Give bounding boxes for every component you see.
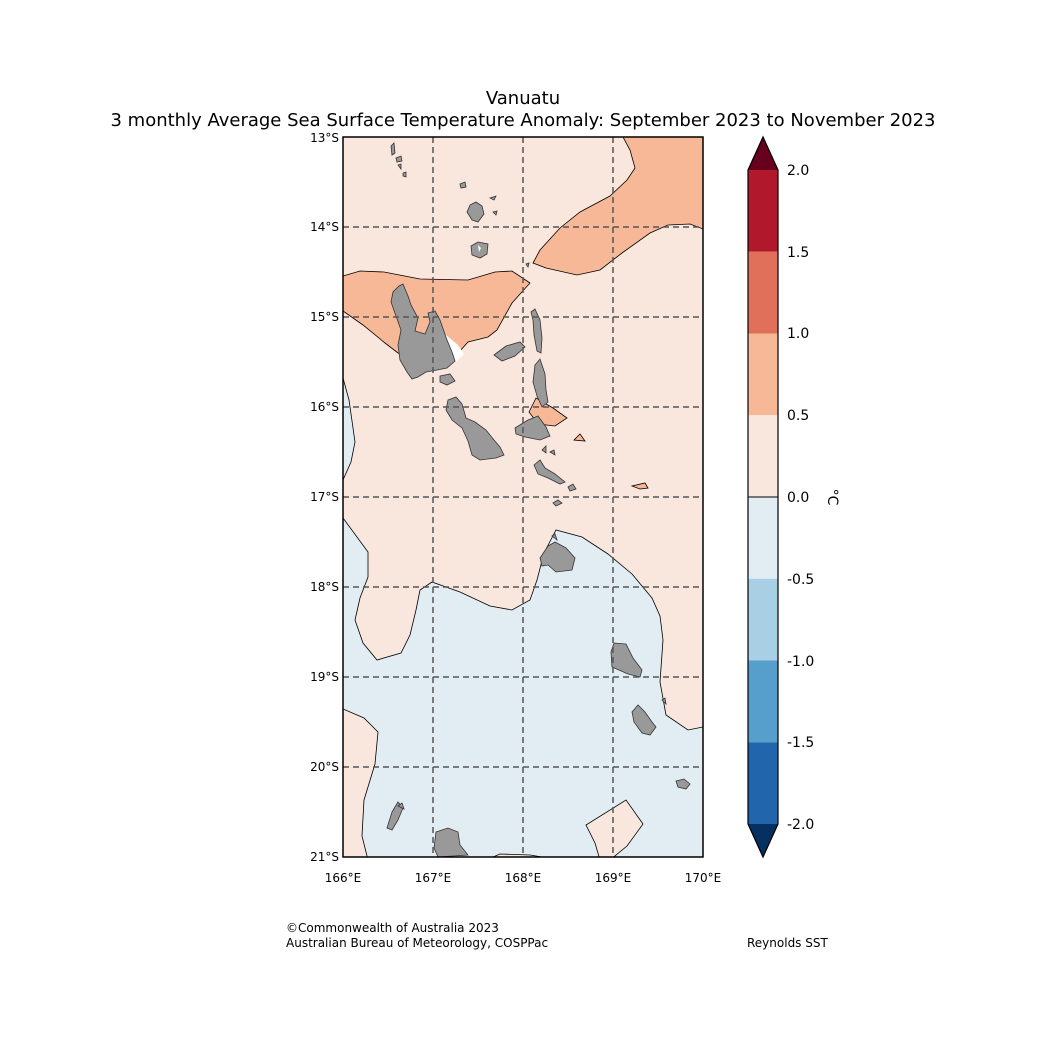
anomaly-region-neg0.5-to-0-west [343, 377, 356, 481]
y-tick-label: 18°S [310, 580, 339, 594]
y-tick-label: 16°S [310, 400, 339, 414]
y-tick-label: 17°S [310, 490, 339, 504]
gridlines [343, 137, 703, 857]
island-malakula [445, 396, 505, 461]
colorbar [747, 135, 779, 859]
island-tanna [631, 704, 657, 736]
x-tick-label: 168°E [505, 871, 542, 885]
colorbar-tick-label: 2.0 [787, 163, 809, 179]
data-source: Reynolds SST [747, 936, 828, 950]
island-espiritu-santo [390, 283, 456, 380]
colorbar-extend-min [748, 824, 778, 857]
colorbar-tick-label: -1.0 [787, 654, 814, 670]
x-tick-label: 169°E [595, 871, 632, 885]
island-pentecost [532, 358, 549, 408]
island-lopevi [549, 449, 556, 456]
island-epi [533, 459, 566, 485]
island-gaua [466, 201, 485, 223]
island-malo [439, 373, 456, 386]
island-south-small [386, 801, 404, 831]
land-islands [386, 142, 691, 857]
map-subtitle: 3 monthly Average Sea Surface Temperatur… [110, 110, 936, 131]
island-aoba [493, 341, 526, 362]
colorbar-segment [748, 578, 778, 661]
colorbar-tick-label: -2.0 [787, 817, 814, 833]
colorbar-unit-label: °C [824, 489, 840, 506]
colorbar-tick-labels: 2.0 1.5 1.0 0.5 0.0 -0.5 -1.0 -1.5 -2.0 [787, 163, 814, 833]
colorbar-segment [748, 497, 778, 579]
anomaly-region-0.5-to-1.0-northeast [532, 137, 703, 276]
colorbar-segment [748, 660, 778, 743]
colorbar-tick-label: -0.5 [787, 572, 814, 588]
island-torres-1 [390, 142, 396, 156]
colorbar-outline [747, 135, 779, 859]
lake-vanua-lava [478, 245, 481, 252]
island-efate [539, 541, 576, 573]
colorbar-tick-label: 1.0 [787, 326, 809, 342]
island-south-2 [397, 802, 405, 810]
colorbar-tick-label: -1.5 [787, 735, 814, 751]
x-tick-labels: 166°E 167°E 168°E 169°E 170°E [325, 871, 722, 885]
island-torres-4 [402, 171, 407, 178]
colorbar-segment [748, 251, 778, 334]
colorbar-tick-label: 0.5 [787, 408, 809, 424]
island-aneityum [675, 778, 691, 790]
island-aniwa [661, 697, 667, 706]
colorbar-tick-label: 1.5 [787, 245, 809, 261]
island-torres-2 [395, 155, 403, 163]
y-tick-label: 21°S [310, 850, 339, 864]
island-merig [492, 210, 498, 216]
anomaly-region-0.5-to-1.0-islet-a [573, 433, 586, 442]
island-ambrym [514, 415, 551, 441]
island-mota-lava [459, 181, 467, 189]
island-tongoa [567, 483, 577, 492]
copyright-credit: ©Commonwealth of Australia 2023 Australi… [286, 921, 548, 951]
agency-line: Australian Bureau of Meteorology, COSPPa… [286, 936, 549, 950]
island-small-north [525, 262, 530, 268]
island-emae [552, 499, 563, 507]
anomaly-region-0.5-to-1.0-islet-b [630, 482, 649, 490]
copyright-line: ©Commonwealth of Australia 2023 [286, 921, 499, 935]
colorbar-tick-label: 0.0 [787, 490, 809, 506]
colorbar-segment [748, 415, 778, 497]
island-erromango [610, 642, 643, 678]
island-efate-islet [551, 533, 558, 542]
x-tick-label: 166°E [325, 871, 362, 885]
island-merelava [488, 195, 497, 201]
x-tick-label: 167°E [415, 871, 452, 885]
y-tick-label: 19°S [310, 670, 339, 684]
y-tick-label: 13°S [310, 131, 339, 145]
island-paama [541, 445, 547, 454]
y-tick-label: 15°S [310, 310, 339, 324]
island-south-3 [433, 827, 469, 857]
colorbar-segment [748, 742, 778, 824]
y-tick-label: 20°S [310, 760, 339, 774]
y-tick-label: 14°S [310, 220, 339, 234]
map-title: Vanuatu [485, 88, 561, 109]
island-torres-3 [397, 163, 402, 171]
x-tick-label: 170°E [685, 871, 722, 885]
colorbar-segment [748, 333, 778, 416]
island-maewo [530, 308, 543, 354]
colorbar-extend-max [748, 137, 778, 170]
y-tick-labels: 13°S 14°S 15°S 16°S 17°S 18°S 19°S 20°S … [310, 131, 339, 864]
colorbar-segment [748, 170, 778, 252]
map-frame [342, 136, 704, 858]
